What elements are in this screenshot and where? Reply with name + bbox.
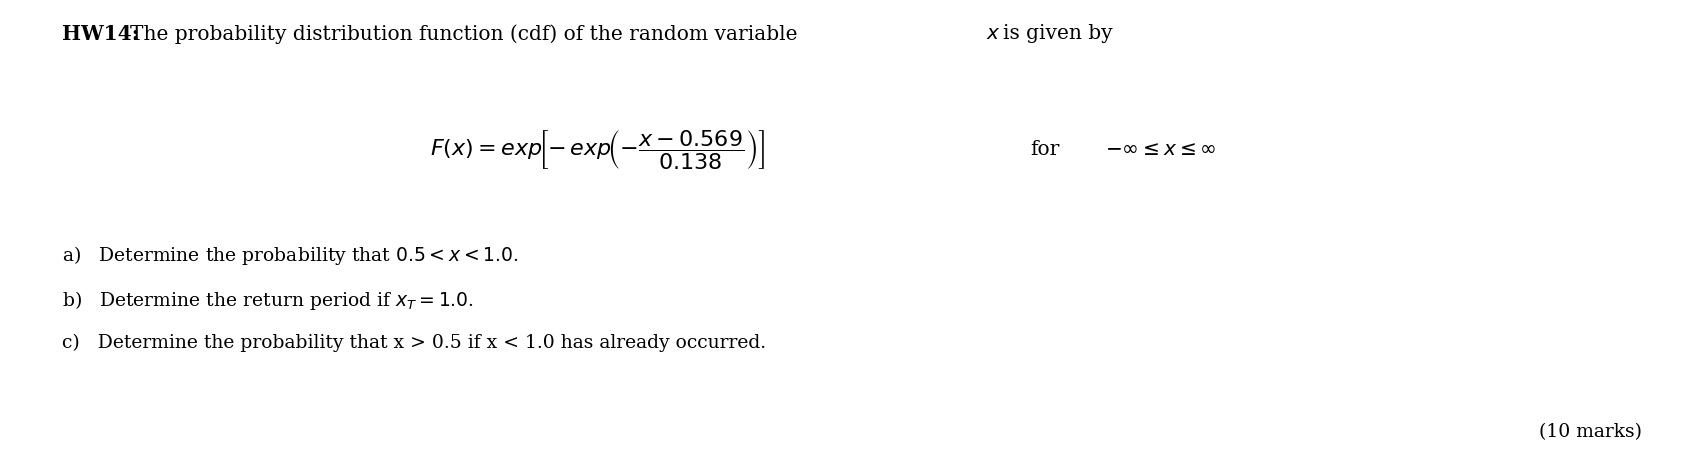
Text: $-\infty \leq x \leq \infty$: $-\infty \leq x \leq \infty$ <box>1104 139 1217 159</box>
Text: for: for <box>1029 139 1060 159</box>
Text: is given by: is given by <box>1004 24 1113 43</box>
Text: $x$: $x$ <box>987 24 1000 43</box>
Text: $F(x) = \mathit{exp}\!\left[-\,\mathit{exp}\!\left(-\dfrac{x - 0.569}{0.138}\rig: $F(x) = \mathit{exp}\!\left[-\,\mathit{e… <box>429 128 765 171</box>
Text: a)   Determine the probability that $0.5 < x < 1.0$.: a) Determine the probability that $0.5 <… <box>61 244 518 267</box>
Text: The probability distribution function (cdf) of the random variable: The probability distribution function (c… <box>130 24 797 44</box>
Text: (10 marks): (10 marks) <box>1539 423 1643 441</box>
Text: c)   Determine the probability that x > 0.5 if x < 1.0 has already occurred.: c) Determine the probability that x > 0.… <box>61 334 767 352</box>
Text: HW14:: HW14: <box>61 24 140 44</box>
Text: b)   Determine the return period if $x_T = 1.0$.: b) Determine the return period if $x_T =… <box>61 289 474 312</box>
